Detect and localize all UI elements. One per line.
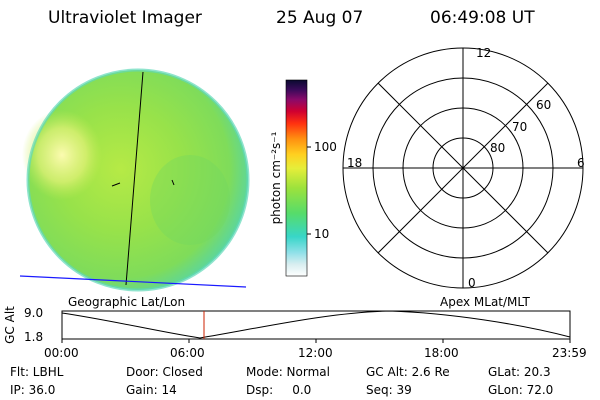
colorbar: [285, 79, 311, 277]
alt-tick-1-8: 1.8: [24, 330, 44, 344]
lat-label-70: 70: [512, 120, 528, 134]
geo-caption: Geographic Lat/Lon: [68, 295, 186, 309]
altitude-curve: [61, 310, 571, 339]
status-mode: Mode: Normal: [246, 365, 330, 379]
status-ip: IP: 36.0: [10, 383, 56, 397]
status-dsp: Dsp: 0.0: [246, 383, 312, 397]
time-tick-1800: 18:00: [424, 346, 459, 360]
time-tick-1200: 12:00: [298, 346, 333, 360]
mlt-label-18: 18: [347, 156, 363, 170]
colorbar-unit-label: photon cm⁻²s⁻¹: [269, 131, 283, 225]
instrument-title: Ultraviolet Imager: [48, 8, 202, 28]
status-door: Door: Closed: [126, 365, 203, 379]
status-gain: Gain: 14: [126, 383, 177, 397]
time-tick-2359: 23:59: [552, 346, 587, 360]
status-gc-alt: GC Alt: 2.6 Re: [366, 365, 450, 379]
mlt-label-12: 12: [476, 46, 492, 60]
lat-label-80: 80: [490, 141, 506, 155]
status-filter: Flt: LBHL: [10, 365, 64, 379]
altitude-panel: [61, 310, 571, 343]
alt-axis-label: GC Alt: [3, 306, 17, 344]
date-label: 25 Aug 07: [276, 8, 364, 28]
status-seq: Seq: 39: [366, 383, 412, 397]
status-glon: GLon: 72.0: [488, 383, 554, 397]
limb-line: [19, 275, 247, 288]
colorbar-tick-10: 10: [314, 227, 330, 241]
colorbar-tick-100: 100: [314, 140, 337, 154]
earth-disk-image: [22, 68, 250, 292]
meridian-line: [125, 71, 144, 286]
time-tick-0000: 00:00: [44, 346, 79, 360]
mlt-label-0: 0: [468, 276, 476, 290]
time-tick-0600: 06:00: [170, 346, 205, 360]
alt-tick-9: 9.0: [24, 306, 44, 320]
apex-caption: Apex MLat/MLT: [440, 295, 530, 309]
mlt-label-6: 6: [577, 156, 585, 170]
status-glat: GLat: 20.3: [488, 365, 551, 379]
time-label: 06:49:08 UT: [430, 8, 535, 28]
lat-label-60: 60: [536, 98, 552, 112]
polar-plot: [342, 47, 584, 289]
